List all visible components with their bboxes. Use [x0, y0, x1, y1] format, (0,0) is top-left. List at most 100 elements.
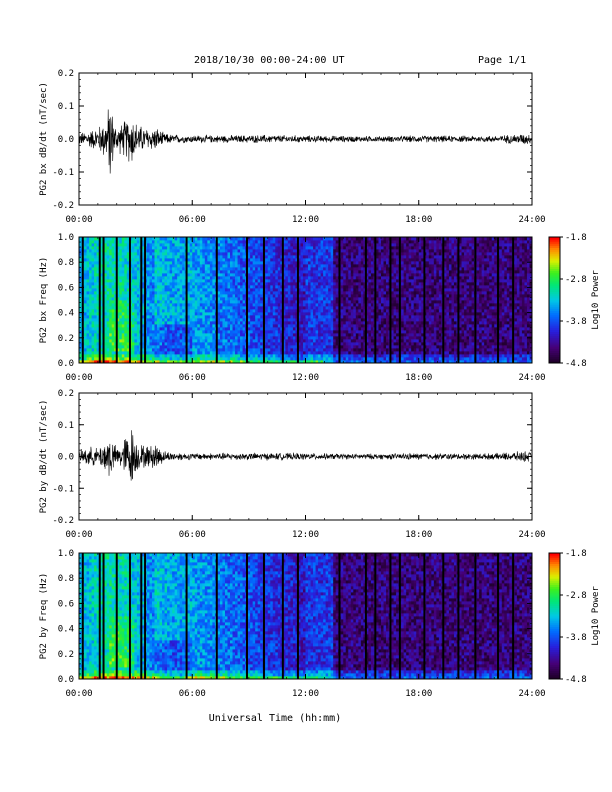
spectrogram-cell	[325, 351, 329, 355]
spectrogram-cell	[237, 315, 241, 319]
spectrogram-cell	[242, 246, 246, 250]
spectrogram-cell	[91, 345, 95, 349]
spectrogram-cell	[192, 330, 196, 334]
spectrogram-cell	[172, 291, 176, 295]
spectrogram-cell	[313, 240, 316, 244]
spectrogram-cell	[84, 255, 87, 259]
spectrogram-cell	[325, 294, 329, 298]
spectrogram-cell	[247, 270, 251, 274]
spectrogram-cell	[209, 240, 213, 244]
spectrogram-cell	[277, 327, 281, 331]
spectrogram-cell	[358, 276, 362, 280]
spectrogram-cell	[179, 315, 183, 319]
spectrogram-cell	[318, 336, 321, 340]
spectrogram-cell	[119, 279, 123, 283]
spectrogram-cell	[305, 267, 309, 271]
spectrogram-cell	[300, 354, 304, 358]
spectrogram-cell	[106, 243, 110, 247]
spectrogram-cell	[126, 288, 130, 292]
spectrogram-cell	[353, 249, 357, 253]
spectrogram-cell	[164, 336, 168, 340]
spectrogram-cell	[224, 252, 228, 256]
spectrogram-cell	[179, 300, 183, 304]
spectrogram-cell	[282, 255, 286, 259]
spectrogram-cell	[285, 327, 289, 331]
spectrogram-cell	[164, 315, 168, 319]
spectrogram-cell	[202, 339, 206, 343]
spectrogram-cell	[242, 267, 246, 271]
spectrogram-cell	[270, 249, 274, 253]
spectrogram-cell	[242, 342, 246, 346]
spectrogram-cell	[318, 300, 321, 304]
spectrogram-cell	[209, 342, 213, 346]
spectrogram-cell	[240, 309, 243, 313]
spectrogram-cell	[187, 318, 191, 322]
spectrogram-cell	[272, 312, 276, 316]
spectrogram-cell	[240, 303, 243, 307]
spectrogram-cell	[222, 270, 226, 274]
spectrogram-cell	[207, 285, 211, 289]
spectrogram-cell	[360, 324, 364, 328]
spectrogram-cell	[282, 309, 286, 313]
spectrogram-cell	[355, 291, 359, 295]
spectrogram-cell	[134, 297, 138, 301]
spectrogram-cell	[270, 279, 274, 283]
spectrogram-cell	[353, 297, 357, 301]
spectrogram-cell	[270, 306, 274, 310]
spectrogram-cell	[363, 294, 367, 298]
spectrogram-cell	[204, 318, 208, 322]
spectrogram-cell	[340, 279, 344, 283]
spectrogram-cell	[109, 285, 113, 289]
spectrogram-cell	[124, 282, 128, 286]
spectrogram-cell	[350, 270, 354, 274]
spectrogram-cell	[368, 261, 372, 265]
spectrogram-cell	[308, 288, 311, 292]
spectrogram-cell	[182, 261, 186, 265]
spectrogram-cell	[172, 252, 176, 256]
spectrogram-cell	[285, 243, 289, 247]
spectrogram-cell	[212, 243, 216, 247]
spectrogram-cell	[119, 339, 123, 343]
spectrogram-cell	[270, 357, 274, 361]
spectrogram-cell	[272, 267, 276, 271]
spectrogram-cell	[162, 345, 165, 349]
spectrogram-cell	[192, 324, 196, 328]
spectrogram-cell	[84, 333, 87, 337]
spectrogram-cell	[177, 318, 181, 322]
spectrogram-cell	[91, 264, 95, 268]
spectrogram-cell	[204, 255, 208, 259]
spectrogram-cell	[345, 324, 349, 328]
spectrogram-cell	[363, 246, 367, 250]
spectrogram-cell	[194, 267, 198, 271]
spectrogram-cell	[232, 261, 236, 265]
spectrogram-cell	[222, 288, 226, 292]
spectrogram-cell	[86, 357, 90, 361]
spectrogram-cell	[106, 342, 110, 346]
spectrogram-cell	[96, 240, 100, 244]
spectrogram-cell	[131, 252, 135, 256]
spectrogram-cell	[109, 243, 113, 247]
spectrogram-cell	[250, 255, 254, 259]
spectrogram-cell	[368, 294, 372, 298]
spectrogram-cell	[285, 312, 289, 316]
spectrogram-cell	[267, 351, 271, 355]
spectrogram-cell	[167, 237, 170, 241]
spectrogram-cell	[116, 330, 120, 334]
spectrogram-cell	[149, 258, 153, 262]
spectrogram-cell	[151, 327, 155, 331]
spectrogram-cell	[119, 297, 123, 301]
spectrogram-cell	[199, 333, 203, 337]
spectrogram-cell	[255, 270, 259, 274]
spectrogram-cell	[126, 336, 130, 340]
spectrogram-cell	[277, 240, 281, 244]
spectrogram-cell	[323, 357, 327, 361]
spectrogram-cell	[131, 240, 135, 244]
spectrogram-cell	[297, 345, 301, 349]
spectrogram-cell	[199, 306, 203, 310]
spectrogram-cell	[315, 345, 319, 349]
spectrogram-cell	[207, 246, 211, 250]
spectrogram-cell	[277, 312, 281, 316]
spectrogram-cell	[94, 333, 98, 337]
spectrogram-cell	[202, 312, 206, 316]
spectrogram-cell	[172, 279, 176, 283]
